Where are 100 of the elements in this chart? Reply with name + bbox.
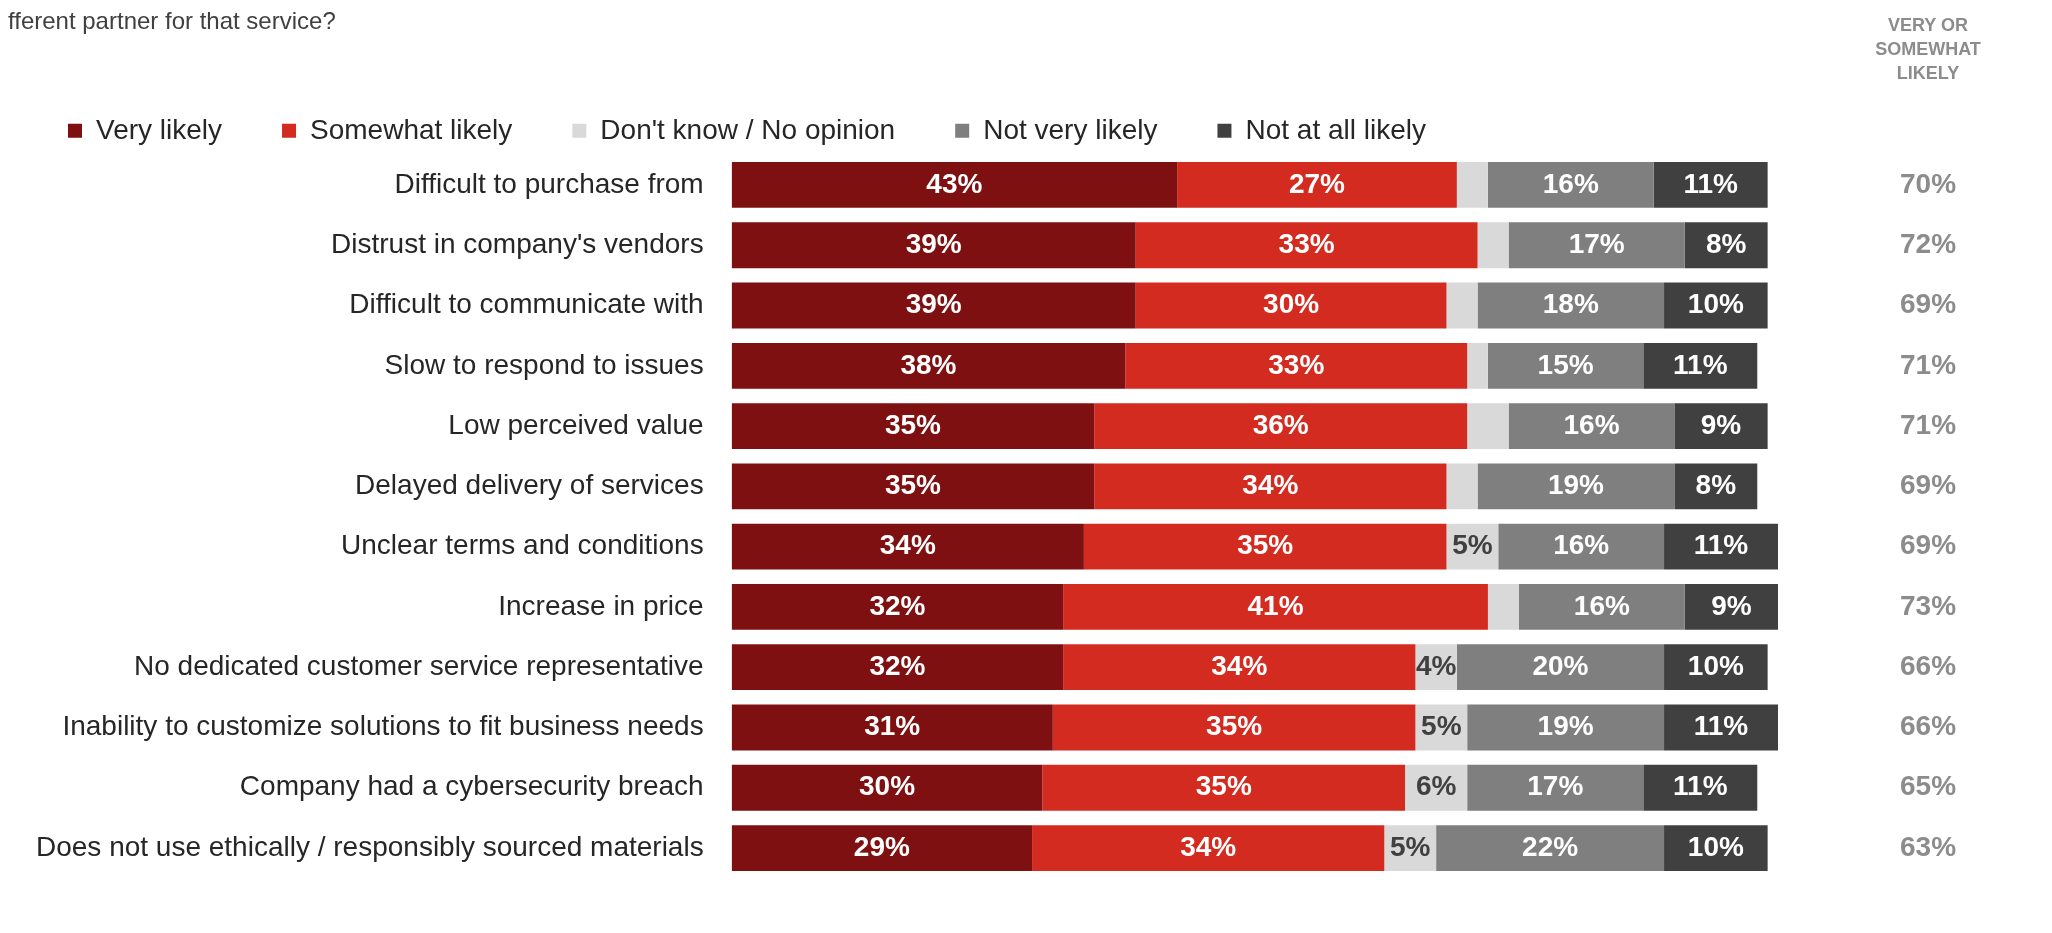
- data-label: 16%: [1563, 408, 1620, 440]
- bar: [1456, 162, 1488, 208]
- y-tick-label: Difficult to purchase from: [394, 167, 704, 199]
- bar: [1477, 282, 1665, 329]
- y-tick-label: Slow to respond to issues: [384, 348, 704, 380]
- y-tick-label: Unclear terms and conditions: [341, 529, 704, 561]
- data-label: 35%: [884, 408, 942, 440]
- text: 72%: [1899, 227, 1957, 259]
- data-label: 32%: [869, 649, 926, 681]
- data-label: 9%: [1700, 408, 1742, 440]
- legend-label: Very likely: [96, 113, 223, 145]
- data-label: 29%: [853, 830, 910, 862]
- y-tick-label: No dedicated customer service representative: [134, 649, 704, 681]
- bar: [731, 342, 1126, 389]
- y-tick-label: Does not use ethically / responsibly sourced materials: [36, 830, 704, 862]
- bar: [731, 764, 1043, 811]
- bar: [1653, 162, 1768, 208]
- bar: [1094, 463, 1447, 510]
- data-label: 19%: [1547, 469, 1605, 501]
- text: 73%: [1899, 589, 1957, 621]
- bar: [1456, 644, 1665, 691]
- bar: [731, 523, 1084, 570]
- bar: [1643, 342, 1758, 389]
- bar: [1498, 523, 1665, 570]
- bar: [1135, 222, 1478, 269]
- bar: [1467, 403, 1509, 449]
- bar: [1477, 222, 1509, 269]
- bar: [1177, 162, 1457, 208]
- y-tick-label: Delayed delivery of services: [355, 469, 704, 501]
- bar: [731, 162, 1178, 208]
- bar: [1436, 825, 1665, 871]
- data-label: 35%: [1195, 770, 1252, 802]
- text: 71%: [1899, 348, 1957, 380]
- y-tick-label: Inability to customize solutions to fit business needs: [62, 710, 704, 742]
- bar: [1083, 523, 1447, 570]
- data-label: 33%: [1278, 227, 1335, 259]
- text: fferent partner for that service?: [8, 7, 336, 35]
- bar: [1508, 222, 1685, 269]
- data-label: 11%: [1693, 529, 1749, 561]
- data-label: 36%: [1252, 408, 1309, 440]
- bar: [731, 704, 1053, 751]
- bar: [1519, 584, 1685, 630]
- text: 66%: [1899, 710, 1957, 742]
- data-label: 33%: [1268, 348, 1325, 380]
- y-tick-label: Difficult to communicate with: [349, 288, 704, 320]
- bar: [731, 463, 1095, 510]
- data-label: 34%: [1242, 469, 1299, 501]
- bar: [1467, 764, 1644, 811]
- bar: [731, 222, 1136, 269]
- bar: [731, 403, 1095, 449]
- legend-label: Somewhat likely: [310, 113, 513, 145]
- y-tick-label: Distrust in company's vendors: [331, 227, 704, 259]
- text: 66%: [1899, 649, 1957, 681]
- bar: [731, 825, 1033, 871]
- data-label: 6%: [1415, 770, 1457, 802]
- y-tick-label: Company had a cybersecurity breach: [239, 770, 704, 802]
- bar: [1487, 342, 1644, 389]
- data-label: 5%: [1452, 529, 1493, 561]
- data-label: 20%: [1532, 649, 1589, 681]
- data-label: 8%: [1695, 469, 1737, 501]
- text: 71%: [1899, 408, 1957, 440]
- y-tick-label: Increase in price: [498, 589, 704, 621]
- data-label: 30%: [1263, 288, 1320, 320]
- data-label: 5%: [1389, 830, 1431, 862]
- data-label: 10%: [1687, 288, 1744, 320]
- data-label: 5%: [1421, 710, 1462, 742]
- bar: [1063, 644, 1416, 691]
- bar: [1063, 584, 1488, 630]
- bar: [731, 644, 1064, 691]
- bar: [1446, 282, 1478, 329]
- data-label: 9%: [1711, 589, 1752, 621]
- bar: [1042, 764, 1406, 811]
- data-label: 35%: [1206, 710, 1263, 742]
- bar: [1467, 704, 1665, 751]
- data-label: 35%: [884, 469, 942, 501]
- data-label: 30%: [859, 770, 916, 802]
- data-label: 15%: [1537, 348, 1594, 380]
- data-label: 39%: [905, 288, 962, 320]
- text: 69%: [1899, 469, 1957, 501]
- data-label: 34%: [1180, 830, 1237, 862]
- data-label: 41%: [1247, 589, 1304, 621]
- bar: [1052, 704, 1416, 751]
- data-label: 11%: [1673, 348, 1728, 380]
- bar: [1477, 463, 1675, 510]
- data-label: 4%: [1415, 649, 1457, 681]
- data-label: 10%: [1687, 649, 1744, 681]
- bar: [1125, 342, 1468, 389]
- legend-label: Not very likely: [983, 113, 1158, 145]
- data-label: 11%: [1673, 770, 1728, 802]
- bar: [1467, 342, 1488, 389]
- bar: [731, 282, 1136, 329]
- data-label: 27%: [1288, 167, 1346, 199]
- data-label: 16%: [1573, 589, 1630, 621]
- text: 65%: [1899, 770, 1957, 802]
- text: 69%: [1899, 288, 1957, 320]
- legend-label: Not at all likely: [1245, 113, 1426, 145]
- data-label: 17%: [1527, 770, 1584, 802]
- bar: [731, 584, 1064, 630]
- data-label: 11%: [1693, 710, 1749, 742]
- data-label: 43%: [926, 167, 983, 199]
